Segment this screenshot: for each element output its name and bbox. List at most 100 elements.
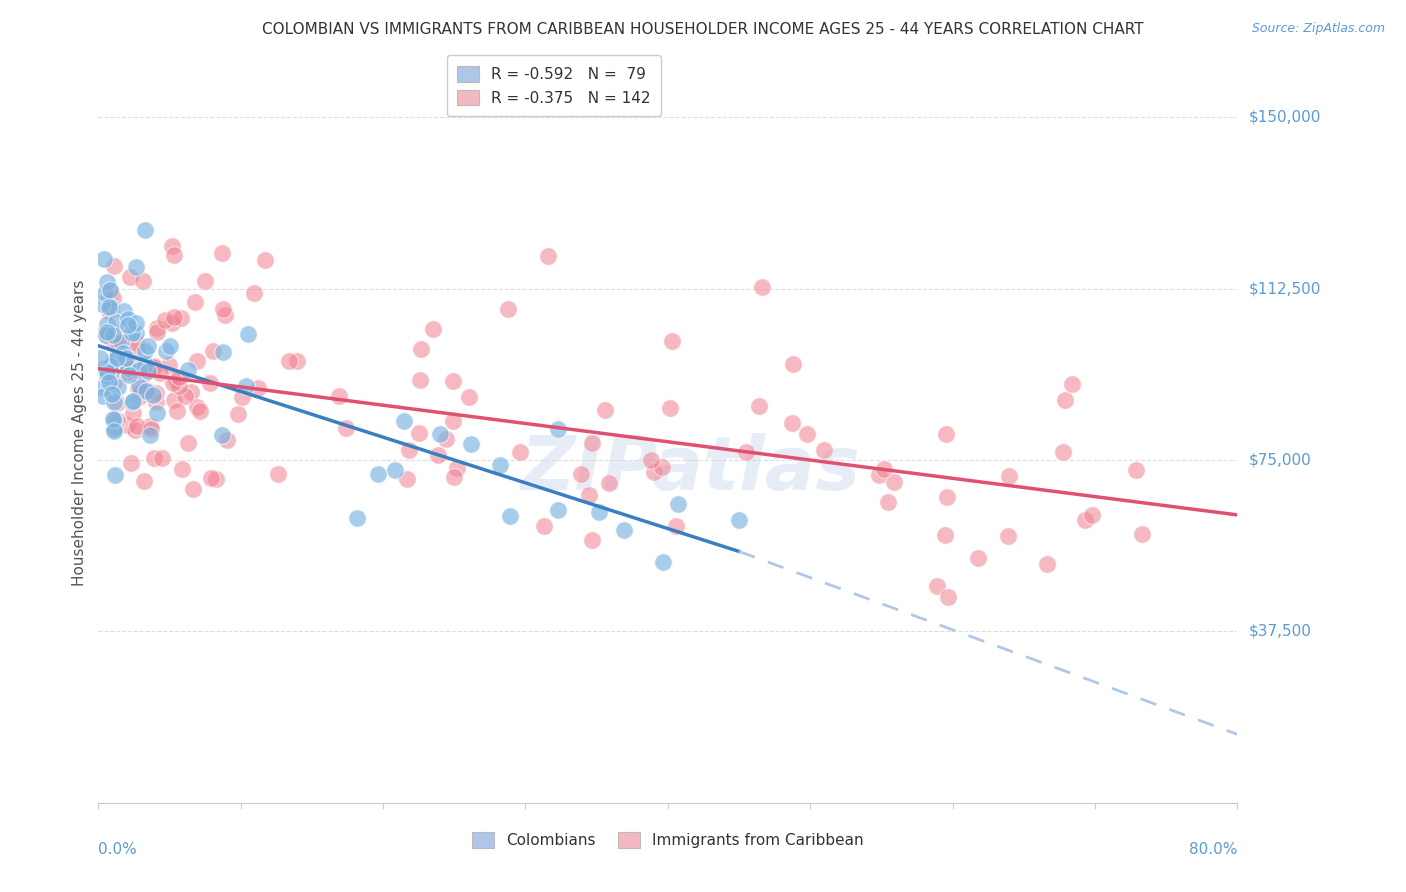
Point [115,365,138,379]
Point [581,533,603,547]
Point [134,357,156,371]
Point [142,359,165,373]
Point [581,436,603,450]
Point [935,490,957,504]
Point [509,445,531,459]
Point [180,385,202,400]
Point [149,366,172,380]
Point [142,388,165,402]
Point [96,318,118,332]
Point [117,318,139,332]
Point [103,336,125,351]
Point [167,379,190,393]
Point [93,389,115,403]
Point [661,334,683,349]
Point [640,452,662,467]
Point [443,375,465,389]
Point [93,252,115,267]
Point [169,370,191,384]
Point [998,468,1021,483]
Point [138,384,160,399]
Point [868,467,890,482]
Point [235,379,257,393]
Point [398,443,420,458]
Point [134,344,156,359]
Point [198,376,221,390]
Point [112,346,135,360]
Point [96,325,118,339]
Point [143,359,166,374]
Point [1036,557,1059,571]
Point [145,386,167,401]
Point [211,302,233,317]
Point [91,296,114,310]
Point [128,385,150,400]
Point [103,395,125,409]
Point [118,368,141,382]
Point [120,456,142,470]
Point [104,419,127,434]
Point [243,285,266,300]
Point [872,462,894,476]
Point [1053,392,1076,407]
Point [202,343,225,358]
Point [211,345,233,359]
Point [135,384,157,398]
Point [98,359,121,374]
Point [115,418,138,433]
Point [499,508,522,523]
Point [1080,508,1102,523]
Point [160,316,183,330]
Point [569,467,592,481]
Point [121,393,143,408]
Point [124,423,146,437]
Point [103,355,125,369]
Point [184,294,207,309]
Point [780,416,803,430]
Point [458,390,481,404]
Point [1125,463,1147,477]
Point [547,421,569,435]
Point [103,259,125,273]
Point [277,354,299,368]
Point [125,419,148,434]
Point [537,249,560,263]
Point [173,389,195,403]
Point [659,401,682,416]
Point [145,394,167,409]
Point [121,406,143,420]
Point [103,413,125,427]
Point [105,412,128,426]
Point [665,519,688,533]
Point [141,422,163,436]
Point [101,328,124,343]
Point [163,248,186,262]
Point [883,475,905,489]
Point [186,400,208,414]
Y-axis label: Householder Income Ages 25 - 44 years: Householder Income Ages 25 - 44 years [72,279,87,586]
Point [429,427,451,442]
Point [128,378,150,392]
Point [104,315,127,329]
Point [170,462,193,476]
Point [97,300,120,314]
Text: Source: ZipAtlas.com: Source: ZipAtlas.com [1251,22,1385,36]
Point [108,359,131,373]
Point [666,497,689,511]
Point [105,326,128,341]
Point [96,329,118,343]
Point [214,308,236,322]
Point [936,590,959,604]
Point [335,421,357,435]
Point [115,351,138,366]
Point [153,312,176,326]
Point [146,321,169,335]
Point [578,488,600,502]
Point [105,351,128,365]
Point [533,519,555,533]
Point [143,450,166,465]
Point [125,334,148,349]
Point [91,381,114,395]
Point [813,442,835,457]
Point [346,510,368,524]
